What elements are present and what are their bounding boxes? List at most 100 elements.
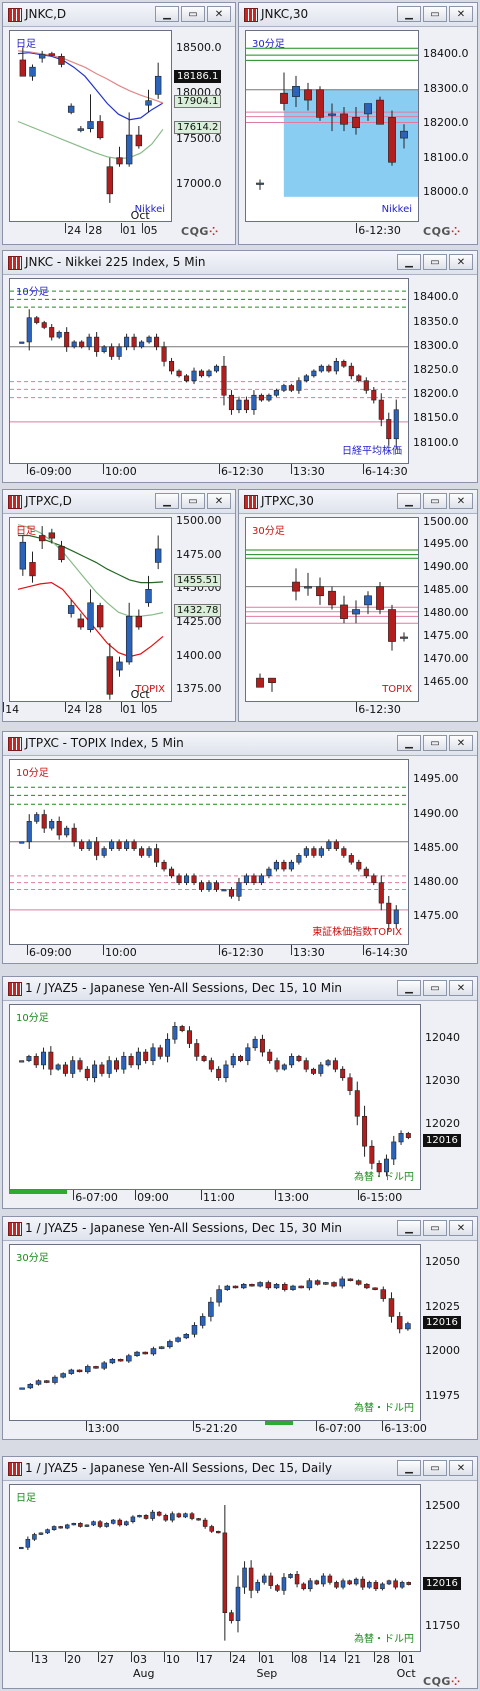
chart-area[interactable]: 日足 為替・ドル円 [9, 1484, 421, 1652]
minimize-button[interactable]: ▁ [397, 1460, 421, 1476]
time-tick-mark [382, 1421, 384, 1431]
candle-body [198, 882, 205, 890]
candle-body [49, 327, 55, 338]
maximize-button[interactable]: ▭ [423, 254, 447, 270]
close-button[interactable]: ✕ [449, 254, 473, 270]
candle-body [76, 1369, 83, 1373]
titlebar[interactable]: JNKC,30 ▁ ▭ ✕ [239, 3, 477, 27]
close-button[interactable]: ✕ [449, 6, 473, 22]
scrollbar-indicator[interactable] [265, 1421, 293, 1425]
titlebar[interactable]: JTPXC - TOPIX Index, 5 Min ▁ ▭ ✕ [3, 732, 477, 756]
minimize-button[interactable]: ▁ [397, 493, 421, 509]
candle-body [311, 370, 317, 377]
candle-body [176, 370, 182, 377]
scrollbar-indicator[interactable] [9, 1190, 67, 1194]
titlebar[interactable]: 1 / JYAZ5 - Japanese Yen-All Sessions, D… [3, 977, 477, 1001]
candle-body [400, 636, 408, 639]
titlebar[interactable]: JTPXC,30 ▁ ▭ ✕ [239, 490, 477, 514]
chart-area[interactable]: 30分足 為替・ドル円 [9, 1244, 421, 1421]
period-label: 日足 [16, 526, 36, 537]
app-icon [8, 1222, 22, 1236]
titlebar[interactable]: JNKC,D ▁ ▭ ✕ [3, 3, 235, 27]
candle-body [51, 1526, 57, 1530]
candle-body [298, 1285, 304, 1289]
candle-body [64, 1524, 70, 1529]
time-tick-mark [103, 945, 104, 955]
chart-area[interactable]: 10分足 日経平均株価 [9, 278, 409, 464]
candle-body [67, 105, 75, 113]
candle-body [41, 1051, 47, 1066]
close-button[interactable]: ✕ [449, 493, 473, 509]
close-button[interactable]: ✕ [207, 6, 231, 22]
candle-body [256, 182, 264, 185]
candle-body [232, 1285, 239, 1289]
price-tick-label: 1470.00 [423, 651, 469, 665]
candle-body [369, 1145, 375, 1164]
price-tick-label: 17500.0 [176, 131, 222, 145]
minimize-button[interactable]: ▁ [397, 735, 421, 751]
time-tick-mark [120, 702, 122, 712]
time-tick-mark [86, 223, 88, 233]
time-axis: 6-09:00 10:00 6-12:30 13:30 6-14:30 [9, 464, 409, 480]
chart-area[interactable]: 30分足 Nikkei [245, 30, 419, 222]
time-tick-label: 20 [67, 1653, 82, 1666]
close-button[interactable]: ✕ [449, 735, 473, 751]
close-button[interactable]: ✕ [449, 1460, 473, 1476]
candle-body [303, 848, 309, 856]
app-icon [8, 737, 22, 751]
chart-area[interactable]: 日足 Nikkei [9, 30, 172, 222]
chart-area[interactable]: 日足 TOPIX [9, 517, 172, 702]
price-tick-label: 12050 [425, 1254, 460, 1268]
maximize-button[interactable]: ▭ [423, 6, 447, 22]
window-title: JNKC,30 [261, 7, 309, 21]
price-tick-label: 18500.0 [176, 41, 222, 55]
candle-body [294, 1574, 300, 1585]
candle-body [274, 1060, 280, 1070]
maximize-button[interactable]: ▭ [423, 493, 447, 509]
candle-body [341, 361, 347, 367]
price-tick-label: 1475.00 [176, 547, 222, 561]
time-axis: 13:00 5-21:20 6-07:00 6-13:00 [9, 1421, 427, 1437]
minimize-button[interactable]: ▁ [397, 6, 421, 22]
candle-body [296, 1056, 302, 1061]
candle-body [341, 848, 347, 856]
candle-body [376, 99, 384, 125]
app-icon [8, 495, 22, 509]
maximize-button[interactable]: ▭ [181, 493, 205, 509]
candle-body [38, 535, 46, 542]
chart-area[interactable]: 30分足 TOPIX [245, 517, 419, 702]
month-label: Oct [130, 688, 150, 701]
chart-area[interactable]: 10分足 東証株価指数TOPIX [9, 759, 409, 945]
close-button[interactable]: ✕ [449, 1220, 473, 1236]
candle-body [125, 134, 133, 165]
close-button[interactable]: ✕ [449, 980, 473, 996]
price-tick-label: 1375.00 [176, 682, 222, 696]
candle-body [328, 590, 336, 606]
titlebar[interactable]: JTPXC,D ▁ ▭ ✕ [3, 490, 235, 514]
maximize-button[interactable]: ▭ [423, 1220, 447, 1236]
minimize-button[interactable]: ▁ [397, 980, 421, 996]
instrument-label: 為替・ドル円 [354, 1172, 414, 1183]
minimize-button[interactable]: ▁ [155, 6, 179, 22]
titlebar[interactable]: 1 / JYAZ5 - Japanese Yen-All Sessions, D… [3, 1457, 477, 1481]
close-button[interactable]: ✕ [207, 493, 231, 509]
price-tag: 17904.1 [174, 95, 222, 109]
titlebar[interactable]: 1 / JYAZ5 - Japanese Yen-All Sessions, D… [3, 1217, 477, 1241]
month-label: Aug [132, 1667, 155, 1680]
minimize-button[interactable]: ▁ [397, 254, 421, 270]
minimize-button[interactable]: ▁ [397, 1220, 421, 1236]
chart-area[interactable]: 10分足 為替・ドル円 [9, 1004, 421, 1190]
candle-body [34, 814, 40, 822]
minimize-button[interactable]: ▁ [155, 493, 179, 509]
candle-body [121, 1056, 127, 1070]
maximize-button[interactable]: ▭ [423, 735, 447, 751]
candle-body [243, 399, 249, 411]
maximize-button[interactable]: ▭ [181, 6, 205, 22]
maximize-button[interactable]: ▭ [423, 1460, 447, 1476]
time-tick-mark [98, 1652, 99, 1662]
candle-body [94, 841, 100, 856]
titlebar[interactable]: JNKC - Nikkei 225 Index, 5 Min ▁ ▭ ✕ [3, 251, 477, 275]
time-tick-mark [65, 702, 67, 712]
price-tick-label: 1500.00 [176, 514, 222, 528]
maximize-button[interactable]: ▭ [423, 980, 447, 996]
